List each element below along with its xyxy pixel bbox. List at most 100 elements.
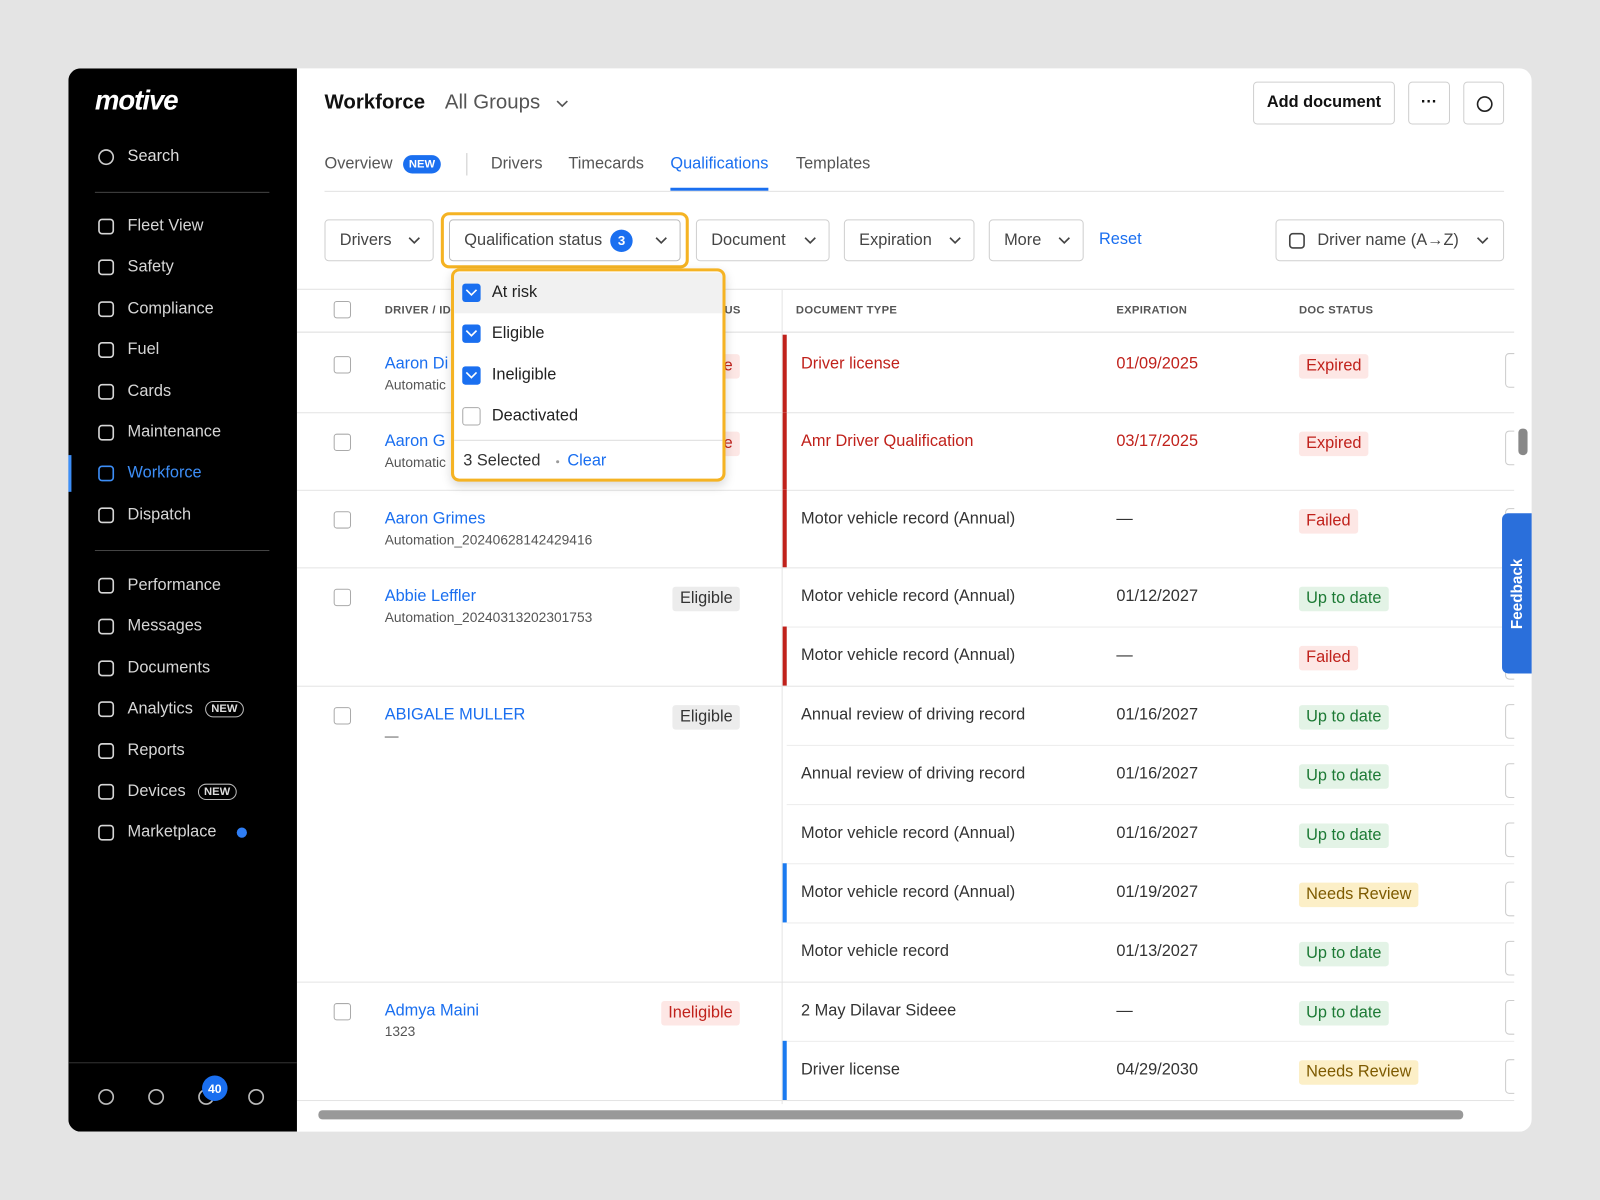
driver-name[interactable]: ABIGALE MULLER (384, 706, 526, 724)
option-label[interactable]: Deactivated (491, 407, 579, 425)
action-cell[interactable] (1505, 822, 1515, 858)
action-cell[interactable] (1505, 1059, 1515, 1094)
feedback-tab[interactable]: Feedback (1502, 513, 1532, 674)
action-cell[interactable] (1505, 940, 1515, 976)
doc-status: Up to date (1298, 941, 1389, 967)
nav-item[interactable]: Workforce (128, 465, 202, 483)
action-cell[interactable] (1505, 763, 1515, 798)
checkbox[interactable] (333, 1003, 352, 1021)
reset-link[interactable]: Reset (1098, 230, 1142, 248)
filter-button[interactable]: Qualification status 3 (448, 219, 681, 262)
column-header: DRIVER / ID (384, 304, 452, 317)
row-divider (296, 489, 1515, 491)
icon (949, 237, 961, 245)
icon (248, 1088, 265, 1105)
icon (98, 149, 115, 166)
filter-button[interactable]: Drivers (324, 219, 434, 262)
checkbox[interactable] (333, 433, 352, 452)
nav-item[interactable]: Marketplace (128, 824, 248, 842)
tab[interactable]: Overview NEW (324, 155, 442, 174)
checkbox[interactable] (333, 356, 352, 374)
row-flag (782, 863, 787, 923)
option-checkbox[interactable] (462, 366, 481, 385)
nav-item[interactable]: Analytics NEW (128, 700, 244, 718)
icon (98, 424, 115, 441)
filter-button[interactable]: More (988, 219, 1084, 262)
nav-item[interactable]: Devices NEW (128, 783, 237, 801)
nav-item[interactable]: Reports (128, 741, 185, 759)
action-cell[interactable] (1505, 353, 1515, 388)
vertical-scroll-thumb[interactable] (1518, 428, 1528, 456)
tab[interactable]: Qualifications (670, 155, 768, 173)
icon (98, 701, 115, 718)
icon (98, 149, 115, 166)
nav-item[interactable]: Maintenance (128, 423, 221, 441)
more-button[interactable]: ··· (1408, 81, 1450, 125)
icon (98, 577, 115, 594)
icon (465, 289, 478, 297)
doc-status: Up to date (1298, 1001, 1389, 1026)
option-checkbox[interactable] (462, 407, 481, 426)
tab[interactable]: Drivers (491, 155, 543, 173)
nav-label: Fleet View (127, 217, 204, 235)
nav-item[interactable]: Messages (128, 618, 202, 636)
option-label[interactable]: At risk (491, 283, 538, 302)
checkbox[interactable] (333, 511, 352, 529)
column-header: US (724, 304, 741, 317)
icon (465, 330, 478, 338)
icon (465, 289, 478, 297)
clear-link[interactable]: Clear (567, 452, 607, 470)
add-document-button[interactable]: Add document (1253, 81, 1395, 125)
driver-name[interactable]: Aaron G (384, 432, 446, 450)
icon (98, 218, 115, 235)
row-divider (786, 744, 1515, 746)
icon (98, 259, 115, 276)
doc-status: Up to date (1298, 764, 1389, 789)
option-label[interactable]: Eligible (491, 324, 545, 343)
nav-item[interactable]: Cards (128, 382, 172, 400)
doc-status: Expired (1298, 354, 1369, 379)
new-badge: NEW (402, 155, 442, 174)
user-settings-button[interactable] (1463, 81, 1505, 125)
nav-item[interactable]: Documents (128, 659, 211, 677)
filter-button[interactable]: Expiration (843, 219, 975, 262)
focus-ring (440, 212, 689, 269)
driver-id: Automatic (384, 377, 446, 393)
sort-button[interactable]: Driver name (A→Z) (1275, 219, 1505, 262)
action-cell[interactable] (1505, 881, 1515, 917)
action-cell[interactable] (1505, 704, 1515, 739)
group-select[interactable]: All Groups (444, 91, 541, 114)
nav-item[interactable]: Fleet View (128, 217, 204, 235)
driver-name[interactable]: Abbie Leffler (384, 587, 477, 606)
horizontal-scroll-thumb[interactable] (318, 1110, 1464, 1120)
icon (465, 371, 478, 379)
driver-name[interactable]: Aaron Grimes (384, 510, 486, 528)
nav-item[interactable]: Performance (128, 577, 221, 595)
tab[interactable]: Timecards (568, 155, 644, 173)
action-cell[interactable] (1505, 430, 1515, 466)
option-label[interactable]: Ineligible (491, 366, 557, 384)
option-checkbox[interactable] (462, 283, 481, 303)
filter-button[interactable]: Document (695, 219, 830, 262)
header-divider (296, 331, 1515, 333)
document-type: Annual review of driving record (801, 706, 1026, 724)
filter-label: Drivers (339, 231, 392, 249)
nav-item[interactable]: Dispatch (128, 506, 192, 524)
checkbox[interactable] (333, 588, 352, 607)
nav-item[interactable]: Compliance (128, 300, 214, 318)
tab[interactable]: Templates (796, 155, 870, 173)
driver-name[interactable]: Aaron Di (384, 355, 449, 373)
search[interactable]: Search (127, 147, 180, 166)
checkbox[interactable] (333, 707, 352, 725)
expiration: 01/19/2027 (1116, 883, 1199, 902)
checkbox[interactable] (333, 301, 352, 319)
driver-name[interactable]: Admya Maini (384, 1002, 480, 1020)
option-checkbox[interactable] (462, 324, 481, 344)
row-divider (296, 1099, 1515, 1102)
expiration: — (1116, 510, 1133, 528)
action-cell[interactable] (1505, 999, 1515, 1035)
filter-label: Document (711, 231, 786, 249)
expiration: 01/09/2025 (1116, 355, 1199, 373)
nav-item[interactable]: Safety (128, 259, 174, 277)
nav-item[interactable]: Fuel (128, 341, 160, 359)
